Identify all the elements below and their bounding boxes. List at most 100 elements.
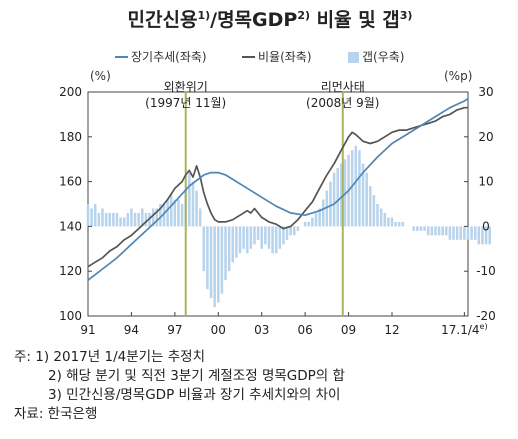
gap-bar <box>488 226 491 245</box>
gap-bar <box>159 204 162 227</box>
gap-bar <box>311 217 314 227</box>
gap-bar <box>466 226 470 240</box>
legend: 장기추세(좌축) 비율(좌축) 갭(우축) <box>115 50 404 64</box>
gap-bar <box>376 204 379 227</box>
source-note: 자료: 한국은행 <box>14 406 98 422</box>
gap-bar <box>198 208 202 227</box>
event-date-label: (2008년 9월) <box>306 96 379 110</box>
gap-bar <box>93 204 97 227</box>
right-tick-label: 0 <box>482 219 490 233</box>
gap-bar <box>452 226 455 240</box>
right-tick-label: -20 <box>476 309 496 323</box>
gap-bar <box>209 226 213 299</box>
event-label: 리먼사태 <box>321 80 365 94</box>
x-tick-label: 17.1/4e) <box>441 322 487 337</box>
gap-bar <box>296 226 300 231</box>
gap-bar <box>206 226 209 290</box>
left-tick-label: 100 <box>59 309 82 323</box>
gap-bar <box>137 212 140 227</box>
event-date-label: (1997년 11월) <box>145 96 226 110</box>
gap-bar <box>441 226 444 236</box>
gap-bar <box>448 226 452 240</box>
gap-bar <box>394 221 397 227</box>
gap-bar <box>264 226 267 245</box>
gap-bar <box>387 217 390 227</box>
gap-bar <box>133 212 137 227</box>
gap-bar <box>354 145 358 227</box>
gap-bar <box>278 226 282 249</box>
gap-bar <box>213 226 216 308</box>
gap-bar <box>416 226 419 231</box>
axis-ticks: 100 120 140 160 180 200 -20 -10 0 10 20 30 91 94 97 00 0… <box>59 85 496 337</box>
chart-title: 민간신용1)/명목GDP2) 비율 및 갭3) <box>128 9 413 31</box>
x-tick-label: 06 <box>298 323 313 337</box>
legend-label-gap: 갭(우축) <box>362 50 404 64</box>
gap-bar <box>245 226 249 254</box>
gap-bar <box>141 208 144 227</box>
gap-bar <box>90 208 93 227</box>
gap-bar <box>86 204 90 227</box>
gap-bar <box>119 217 122 227</box>
gap-bar <box>130 208 133 227</box>
gap-bar <box>361 163 365 227</box>
gap-bar <box>253 226 256 245</box>
gap-bar <box>256 226 260 240</box>
gap-bar <box>188 172 191 227</box>
gap-bar <box>238 226 242 254</box>
gap-bar <box>372 195 376 227</box>
x-tick-label: 97 <box>167 323 182 337</box>
gap-bar <box>162 204 166 227</box>
gap-bar <box>112 212 115 227</box>
left-tick-label: 180 <box>59 130 82 144</box>
right-tick-label: 10 <box>478 175 493 189</box>
gap-bar <box>144 212 148 227</box>
gap-bar <box>217 226 220 303</box>
gap-bar <box>166 199 169 227</box>
gap-bar <box>459 226 463 240</box>
gap-bar <box>455 226 459 240</box>
x-tick-label: 03 <box>254 323 269 337</box>
gap-bar <box>412 226 415 231</box>
gap-bar <box>463 226 466 240</box>
gap-bar <box>336 168 339 227</box>
gap-bar <box>260 226 263 249</box>
gap-bar <box>249 226 253 249</box>
gap-bar <box>220 226 224 294</box>
x-tick-label: 94 <box>124 323 139 337</box>
gap-bar <box>115 212 119 227</box>
legend-label-trend: 장기추세(좌축) <box>131 50 207 64</box>
gap-bar <box>177 199 180 227</box>
left-tick-label: 200 <box>59 85 82 99</box>
gap-bar <box>191 181 195 227</box>
gap-bar <box>97 212 101 227</box>
x-tick-label: 91 <box>80 323 95 337</box>
gap-bar <box>321 199 325 227</box>
gap-bar <box>350 150 354 227</box>
gap-bar <box>343 159 347 227</box>
gap-bar <box>397 221 401 227</box>
right-tick-label: 20 <box>478 130 493 144</box>
trend-line <box>87 97 469 281</box>
gap-bar <box>293 226 296 236</box>
gap-bar <box>332 172 336 227</box>
gap-bar <box>227 226 231 272</box>
gap-bar <box>481 226 484 245</box>
right-tick-label: 30 <box>478 85 493 99</box>
gap-bar <box>307 221 311 227</box>
gap-bar <box>314 212 318 227</box>
gap-bar <box>122 217 126 227</box>
ratio-line <box>87 106 468 268</box>
gap-bar <box>383 212 387 227</box>
plot-frame <box>87 91 469 317</box>
x-tick-label: 00 <box>211 323 226 337</box>
note-2: 2) 해당 분기 및 직전 3분기 계절조정 명목GDP의 합 <box>48 368 345 384</box>
gap-bar <box>108 212 111 227</box>
gap-bar <box>437 226 441 236</box>
gap-bar <box>202 226 206 272</box>
left-axis-unit: (%) <box>90 69 111 83</box>
gap-bar <box>155 208 159 227</box>
gap-bars <box>86 145 491 308</box>
gap-bar <box>329 181 332 227</box>
gap-bar <box>235 226 238 258</box>
gap-bar <box>379 208 383 227</box>
